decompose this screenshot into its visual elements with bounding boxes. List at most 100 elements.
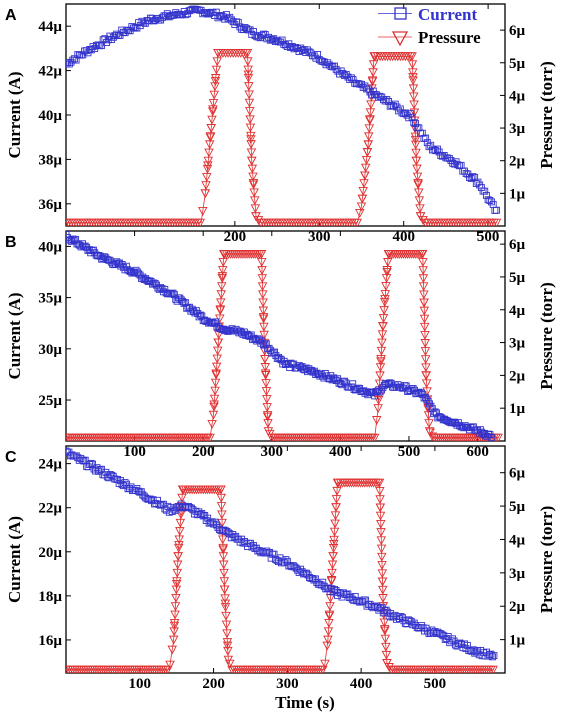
legend-pressure-marker <box>391 31 409 47</box>
y-left-tick-label: 36µ <box>38 197 62 213</box>
pressure-point <box>217 274 228 284</box>
pressure-point <box>177 485 188 495</box>
pressure-point <box>249 188 259 198</box>
pressure-point <box>216 290 227 300</box>
pressure-point <box>177 493 187 503</box>
pressure-point <box>169 618 180 628</box>
pressure-point <box>408 84 419 94</box>
pressure-point <box>218 266 228 276</box>
y-right-tick-label: 5µ <box>509 499 526 515</box>
pressure-point <box>377 552 387 562</box>
y-right-tick-label: 3µ <box>509 121 526 137</box>
pressure-point <box>377 569 388 579</box>
x-tick-label: 500 <box>424 676 447 692</box>
pressure-point <box>382 659 392 668</box>
pressure-point <box>260 355 270 364</box>
pressure-point <box>173 552 183 562</box>
pressure-point <box>419 306 430 316</box>
pressure-point <box>216 493 226 503</box>
pressure-point <box>415 212 426 222</box>
pressure-point <box>219 568 229 578</box>
pressure-point <box>365 116 375 126</box>
y-left-tick-label: 42µ <box>38 64 62 80</box>
pressure-point <box>324 611 335 621</box>
pressure-point <box>200 189 211 199</box>
pressure-point <box>324 618 334 628</box>
y-right-axis-title: Pressure (torr) <box>537 506 556 613</box>
pressure-point <box>247 164 258 174</box>
pressure-point <box>381 274 392 283</box>
pressure-point <box>258 298 268 308</box>
pressure-point <box>171 580 182 589</box>
y-left-axis-title: Current (A) <box>5 71 24 158</box>
pressure-point <box>216 502 227 512</box>
pressure-point <box>358 186 368 196</box>
pressure-point <box>260 363 271 372</box>
plot-area <box>66 5 502 226</box>
pressure-point <box>427 432 438 441</box>
pressure-point <box>258 314 269 324</box>
pressure-point <box>258 290 268 300</box>
y-right-tick-label: 6µ <box>509 23 526 39</box>
pressure-point <box>210 378 221 388</box>
pressure-point <box>222 638 233 648</box>
pressure-point <box>408 68 418 78</box>
pressure-point <box>256 250 267 259</box>
pressure-point <box>201 181 211 191</box>
pressure-point <box>207 107 218 117</box>
pressure-point <box>219 585 230 595</box>
y-left-axis-title: Current (A) <box>5 516 24 603</box>
current-point <box>490 652 498 660</box>
pressure-point <box>221 611 231 621</box>
pressure-point <box>211 65 222 75</box>
pressure-point <box>198 207 208 216</box>
pressure-point <box>355 208 365 218</box>
pressure-point <box>218 560 229 570</box>
y-right-tick-label: 1µ <box>509 633 526 649</box>
pressure-point <box>165 660 175 670</box>
pressure-point <box>263 419 273 429</box>
current-point <box>66 447 70 455</box>
pressure-point <box>205 132 216 142</box>
pressure-point <box>331 495 342 504</box>
pressure-point <box>413 180 423 190</box>
pressure-point <box>323 635 333 645</box>
pressure-point <box>414 196 425 206</box>
y-left-tick-label: 18µ <box>38 589 62 605</box>
y-right-tick-label: 6µ <box>509 466 526 482</box>
pressure-point <box>245 115 255 125</box>
pressure-point <box>411 156 422 166</box>
pressure-point <box>214 330 224 340</box>
x-tick-label: 300 <box>261 444 284 460</box>
pressure-point <box>410 140 421 150</box>
current-point <box>427 402 435 410</box>
pressure-point <box>257 266 267 276</box>
pressure-point <box>381 642 391 652</box>
y-left-tick-label: 24µ <box>38 457 62 473</box>
pressure-point <box>420 347 431 357</box>
pressure-point <box>246 135 256 145</box>
pressure-point <box>420 355 431 365</box>
pressure-point <box>488 665 498 673</box>
current-point <box>488 198 495 206</box>
pressure-point <box>222 629 232 639</box>
pressure-point <box>325 602 335 612</box>
pressure-point <box>204 148 214 158</box>
pressure-point <box>218 552 229 562</box>
pressure-point <box>368 60 379 70</box>
pressure-point <box>419 298 429 308</box>
pressure-point <box>209 90 219 100</box>
pressure-point <box>376 544 387 554</box>
pressure-point <box>373 396 384 405</box>
current-point <box>408 113 416 121</box>
legend: Current Pressure <box>378 5 481 47</box>
y-left-tick-label: 40µ <box>38 239 62 255</box>
pressure-point <box>163 665 173 673</box>
y-left-tick-label: 40µ <box>38 108 62 124</box>
pressure-point <box>205 133 216 143</box>
pressure-point <box>376 355 386 364</box>
y-right-tick-label: 4µ <box>509 303 526 319</box>
pressure-point <box>329 535 339 545</box>
pressure-point <box>377 330 388 340</box>
pressure-point <box>424 419 434 429</box>
